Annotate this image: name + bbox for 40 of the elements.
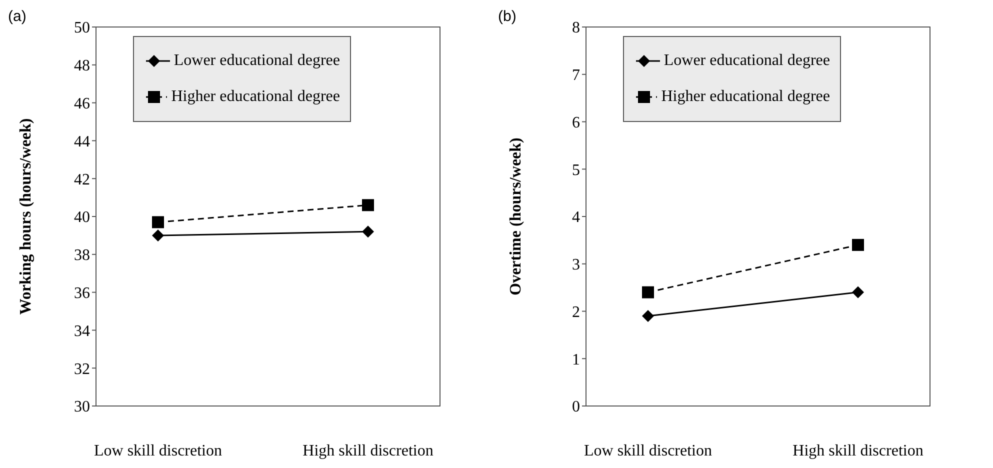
legend-label: Higher educational degree <box>661 88 830 106</box>
point <box>152 229 164 242</box>
point <box>362 226 374 238</box>
x-tick-label: Low skill discretion <box>584 442 712 460</box>
y-tick-label: 42 <box>74 171 90 188</box>
y-tick-label: 1 <box>572 351 580 368</box>
chart-title: (a) <box>8 8 26 25</box>
y-tick-label: 46 <box>74 95 90 112</box>
y-axis-title: Overtime (hours/week) <box>508 138 525 296</box>
y-tick-label: 4 <box>572 209 580 226</box>
legend-label: Higher educational degree <box>171 88 340 106</box>
x-tick-label: Low skill discretion <box>94 442 222 460</box>
y-tick-label: 2 <box>572 304 580 321</box>
point <box>852 286 864 298</box>
point <box>642 286 654 298</box>
y-tick-label: 34 <box>74 322 90 340</box>
y-tick-label: 30 <box>74 398 90 416</box>
y-tick-label: 50 <box>74 20 90 37</box>
chart-title: (b) <box>498 8 516 25</box>
y-axis-title: Working hours (hours/week) <box>18 118 35 315</box>
x-tick-label: High skill discretion <box>302 442 434 460</box>
point <box>152 216 164 228</box>
y-tick-label: 38 <box>74 247 90 264</box>
y-tick-label: 40 <box>74 209 90 226</box>
y-tick-label: 6 <box>572 114 580 132</box>
legend-label: Lower educational degree <box>664 52 830 70</box>
x-tick-label: High skill discretion <box>792 442 924 460</box>
y-tick-label: 7 <box>572 67 580 84</box>
y-tick-label: 5 <box>572 162 580 179</box>
legend-label: Lower educational degree <box>174 52 340 70</box>
y-tick-label: 44 <box>74 133 90 150</box>
y-tick-label: 0 <box>572 398 580 416</box>
point <box>642 310 654 322</box>
point <box>362 199 374 212</box>
y-tick-label: 48 <box>74 58 90 75</box>
y-tick-label: 3 <box>572 256 580 274</box>
y-tick-label: 8 <box>572 20 580 37</box>
y-tick-label: 36 <box>74 284 90 302</box>
point <box>852 238 864 251</box>
y-tick-label: 32 <box>74 360 90 378</box>
